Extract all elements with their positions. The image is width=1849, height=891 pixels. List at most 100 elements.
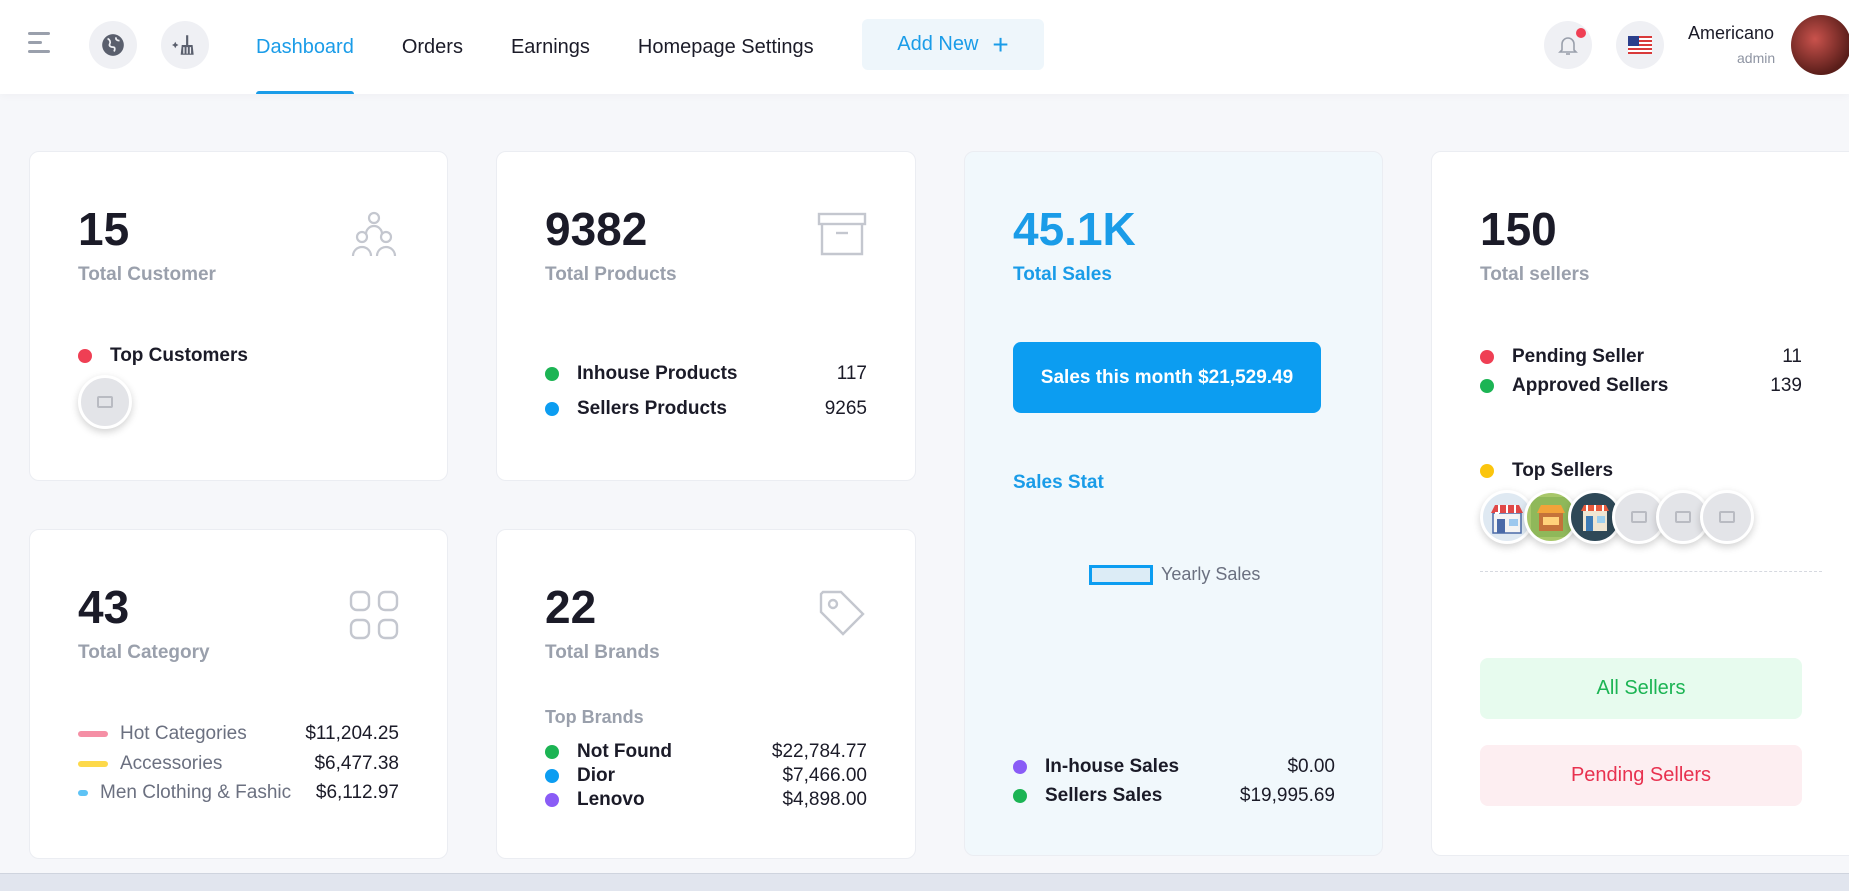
men-clothing-bar — [78, 790, 88, 796]
sellers-products-value: 9265 — [824, 398, 867, 419]
tab-orders[interactable]: Orders — [401, 35, 463, 58]
customers-card: 15 Total Customer Top Customers — [29, 151, 448, 481]
brand-row: Not Found $22,784.77 — [545, 741, 867, 763]
top-sellers-legend: Top Sellers — [1480, 460, 1613, 482]
inhouse-sales-label: In-house Sales — [1045, 756, 1180, 777]
us-flag-icon — [1628, 36, 1652, 54]
archive-box-icon — [817, 212, 867, 261]
legend-swatch — [1089, 564, 1153, 585]
top-customer-avatar[interactable] — [78, 375, 132, 429]
seller-store-avatar[interactable] — [1568, 490, 1622, 544]
tab-earnings[interactable]: Earnings — [510, 35, 590, 58]
brands-count: 22 — [545, 581, 597, 633]
seller-placeholder-avatar[interactable] — [1656, 490, 1710, 544]
tab-homepage-settings[interactable]: Homepage Settings — [637, 35, 814, 58]
accessories-label: Accessories — [120, 753, 223, 774]
products-count: 9382 — [545, 203, 648, 255]
top-sellers-dot — [1480, 464, 1494, 478]
sales-card: 45.1K Total Sales Sales this month $21,5… — [964, 151, 1383, 856]
accessories-row: Accessories — [78, 753, 222, 775]
sellers-products-row: Sellers Products 9265 — [545, 398, 867, 420]
accessories-value: $6,477.38 — [314, 753, 399, 774]
brand-name: Not Found — [577, 741, 672, 762]
all-sellers-button[interactable]: All Sellers — [1480, 658, 1802, 719]
menu-icon[interactable] — [28, 32, 54, 58]
sellers-products-dot — [545, 402, 559, 416]
men-clothing-label: Men Clothing & Fashic — [100, 782, 292, 803]
men-clothing-value: $6,112.97 — [315, 782, 399, 803]
bottom-scrollbar[interactable] — [0, 873, 1849, 891]
seller-market-avatar[interactable] — [1524, 490, 1578, 544]
image-placeholder-icon — [1631, 511, 1647, 523]
sellers-sales-dot — [1013, 789, 1027, 803]
inhouse-sales-row: In-house Sales $0.00 — [1013, 756, 1335, 778]
brand-dot — [545, 745, 559, 759]
customers-count: 15 — [78, 203, 130, 255]
brand-value: $22,784.77 — [771, 741, 867, 762]
seller-placeholder-avatar[interactable] — [1700, 490, 1754, 544]
accessories-bar — [78, 761, 108, 767]
approved-sellers-dot — [1480, 379, 1494, 393]
sellers-count: 150 — [1480, 203, 1557, 255]
main-nav: Dashboard Orders Earnings Homepage Setti… — [256, 0, 862, 94]
tab-dashboard[interactable]: Dashboard — [256, 0, 354, 94]
hot-categories-value: $11,204.25 — [305, 723, 399, 744]
products-label: Total Products — [545, 264, 677, 285]
globe-button[interactable] — [89, 21, 137, 69]
hot-categories-label: Hot Categories — [120, 723, 247, 744]
products-card: 9382 Total Products Inhouse Products 117… — [496, 151, 916, 481]
approved-sellers-value: 139 — [1770, 375, 1802, 396]
sales-label: Total Sales — [1013, 264, 1112, 285]
category-card: 43 Total Category Hot Categories $11,204… — [29, 529, 448, 859]
brand-dot — [545, 769, 559, 783]
user-role: admin — [1737, 50, 1776, 66]
add-new-button[interactable]: Add New + — [862, 19, 1044, 70]
brand-name: Dior — [577, 765, 615, 786]
men-clothing-row: Men Clothing & Fashic — [78, 782, 304, 804]
image-placeholder-icon — [97, 396, 113, 408]
hot-categories-bar — [78, 731, 108, 737]
category-label: Total Category — [78, 642, 210, 663]
users-icon — [349, 210, 399, 265]
inhouse-sales-dot — [1013, 760, 1027, 774]
sales-this-month-button[interactable]: Sales this month $21,529.49 — [1013, 342, 1321, 413]
avatar[interactable] — [1791, 15, 1849, 75]
yearly-sales-label: Yearly Sales — [1161, 564, 1261, 584]
brand-row: Dior $7,466.00 — [545, 765, 867, 787]
category-count: 43 — [78, 581, 130, 633]
user-name[interactable]: Americano — [1688, 23, 1775, 43]
storefront-icon — [1575, 497, 1615, 537]
add-new-label: Add New — [897, 33, 979, 55]
pending-sellers-button[interactable]: Pending Sellers — [1480, 745, 1802, 806]
inhouse-products-value: 117 — [836, 363, 867, 384]
sellers-sales-label: Sellers Sales — [1045, 785, 1163, 806]
top-customers-legend: Top Customers — [78, 345, 248, 367]
hot-categories-row: Hot Categories — [78, 723, 247, 745]
inhouse-products-label: Inhouse Products — [577, 363, 738, 384]
approved-sellers-row: Approved Sellers 139 — [1480, 375, 1802, 397]
brands-card: 22 Total Brands Top Brands Not Found $22… — [496, 529, 916, 859]
globe-icon — [102, 34, 124, 56]
language-button[interactable] — [1616, 21, 1664, 69]
sellers-sales-row: Sellers Sales $19,995.69 — [1013, 785, 1335, 807]
yearly-sales-legend[interactable]: Yearly Sales — [1089, 564, 1260, 585]
sales-stat-title: Sales Stat — [1013, 472, 1104, 493]
divider — [1480, 571, 1822, 572]
pending-seller-value: 11 — [1782, 346, 1802, 367]
notification-dot — [1576, 28, 1586, 38]
plus-icon: + — [992, 28, 1009, 60]
top-sellers-avatars — [1480, 490, 1754, 544]
approved-sellers-label: Approved Sellers — [1512, 375, 1669, 396]
clear-cache-button[interactable] — [161, 21, 209, 69]
inhouse-products-dot — [545, 367, 559, 381]
seller-placeholder-avatar[interactable] — [1612, 490, 1666, 544]
sellers-card: 150 Total sellers Pending Seller 11 Appr… — [1431, 151, 1849, 856]
sellers-sales-value: $19,995.69 — [1239, 785, 1335, 806]
bell-icon — [1558, 37, 1578, 55]
image-placeholder-icon — [1719, 511, 1735, 523]
pending-seller-row: Pending Seller 11 — [1480, 346, 1802, 368]
notifications-button[interactable] — [1544, 21, 1592, 69]
brands-label: Total Brands — [545, 642, 660, 663]
brand-value: $7,466.00 — [782, 765, 867, 786]
inhouse-products-row: Inhouse Products 117 — [545, 363, 867, 385]
